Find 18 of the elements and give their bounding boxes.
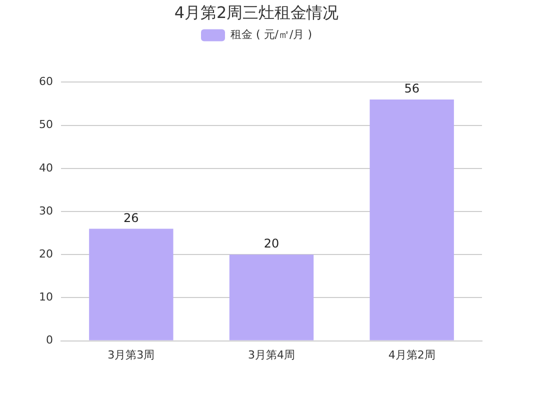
y-tick-label: 60 [38, 75, 53, 88]
legend-label: 租金 ( 元/㎡/月 ) [230, 28, 312, 42]
y-tick-label: 20 [38, 247, 53, 260]
chart-title: 4月第2周三灶租金情况 [174, 2, 339, 22]
bar [89, 228, 174, 340]
x-tick-label: 4月第2周 [388, 348, 436, 362]
data-label: 56 [404, 82, 420, 96]
y-tick-label: 40 [38, 161, 53, 174]
bar [229, 254, 314, 340]
x-tick-label: 3月第3周 [108, 348, 155, 362]
y-tick-label: 30 [38, 204, 53, 218]
y-tick-label: 0 [46, 334, 53, 347]
bar [370, 99, 454, 340]
x-tick-label: 3月第4周 [248, 348, 295, 362]
y-tick-label: 50 [38, 118, 53, 132]
y-tick-label: 10 [38, 290, 53, 304]
data-label: 26 [124, 210, 139, 225]
data-label: 20 [264, 236, 280, 251]
